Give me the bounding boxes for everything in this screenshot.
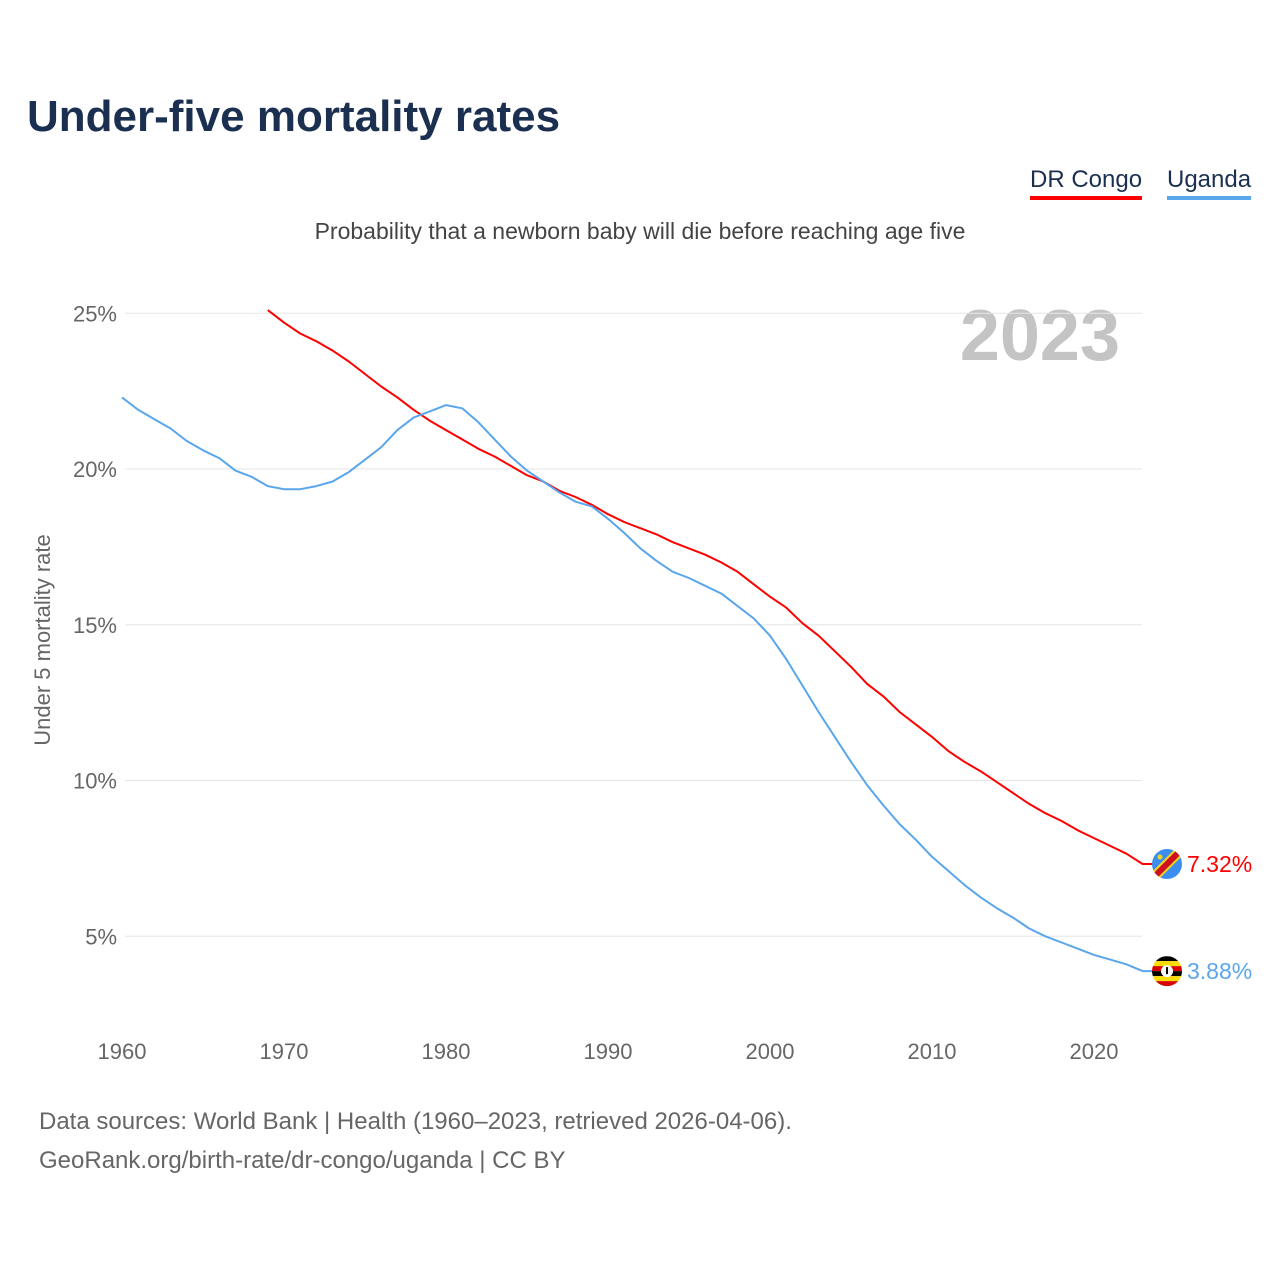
data-source: Data sources: World Bank | Health (1960–… [39,1108,792,1135]
flag-body [1152,848,1182,879]
credit-link[interactable]: GeoRank.org/birth-rate/dr-congo/uganda |… [39,1147,566,1174]
x-tick-label: 1970 [260,1039,309,1064]
flag-star [1157,854,1163,860]
flag-crane [1166,967,1168,975]
flag-stripe [1152,976,1182,982]
legend-item-uganda[interactable]: Uganda [1167,166,1252,200]
x-tick-label: 1980 [422,1039,471,1064]
series-line-dr-congo [267,309,1155,865]
legend-item-dr-congo[interactable]: DR Congo [1030,166,1143,200]
year-watermark: 2023 [960,296,1120,376]
flag-stripe [1152,961,1182,967]
flag-stripe [1152,981,1182,987]
line-chart: 2023 5% 10% 15% 20% 25% 1960 1970 1980 1990 2000 20… [30,296,1252,1064]
y-tick-label: 10% [73,769,117,794]
y-tick-label: 5% [85,924,117,949]
x-tick-label: 2010 [908,1039,957,1064]
y-axis-label: Under 5 mortality rate [30,534,55,746]
y-tick-label: 15% [73,613,117,638]
y-tick-label: 25% [73,301,117,326]
chart-subtitle: Probability that a newborn baby will die… [314,218,966,244]
x-tick-label: 2000 [746,1039,795,1064]
series-line-uganda [121,396,1155,973]
x-tick-label: 1960 [98,1039,147,1064]
flag-body [1152,956,1182,987]
y-tick-label: 20% [73,457,117,482]
flag-stripe [1152,956,1182,962]
end-value-label: 7.32% [1187,851,1252,877]
x-tick-label: 1990 [584,1039,633,1064]
x-tick-label: 2020 [1070,1039,1119,1064]
dr-congo-flag-icon [1152,848,1182,879]
end-value-label: 3.88% [1187,958,1252,984]
uganda-flag-icon [1152,956,1182,987]
chart-title: Under-five mortality rates [27,92,561,141]
